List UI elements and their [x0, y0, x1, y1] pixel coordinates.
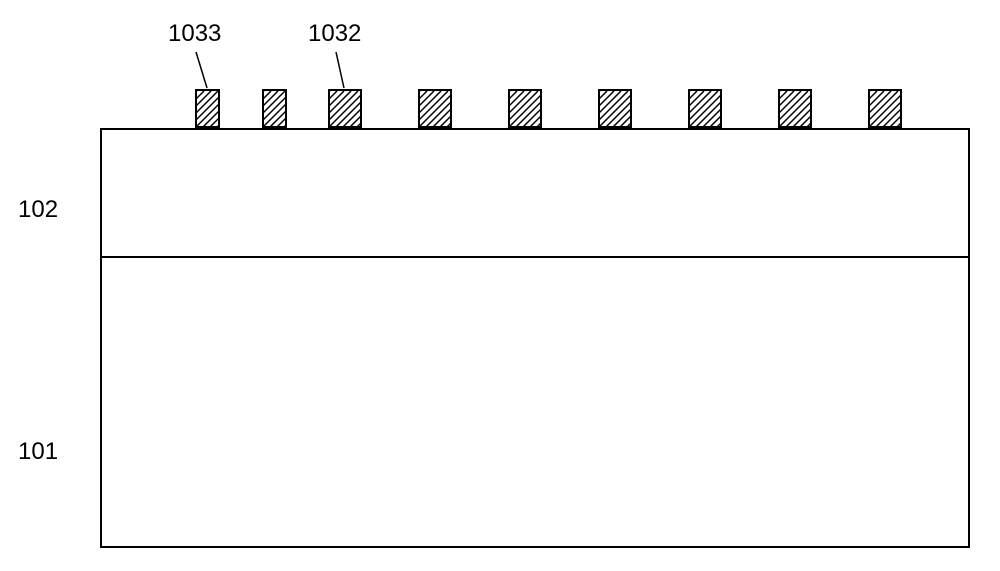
layer-box — [100, 128, 970, 548]
tooth-1 — [262, 89, 287, 128]
hatch-pattern — [600, 91, 630, 126]
tooth-4 — [508, 89, 542, 128]
hatch-pattern — [780, 91, 810, 126]
label-101: 101 — [18, 438, 58, 466]
tooth-3 — [418, 89, 452, 128]
tooth-0 — [195, 89, 220, 128]
label-102: 102 — [18, 196, 58, 224]
tooth-7 — [778, 89, 812, 128]
layer-divider — [100, 256, 970, 258]
tooth-8 — [868, 89, 902, 128]
hatch-pattern — [510, 91, 540, 126]
hatch-pattern — [420, 91, 450, 126]
diagram-container: 1033 1032 102 101 — [100, 20, 970, 550]
tooth-2 — [328, 89, 362, 128]
hatch-pattern — [330, 91, 360, 126]
hatch-pattern — [690, 91, 720, 126]
tooth-5 — [598, 89, 632, 128]
hatch-pattern — [264, 91, 285, 126]
hatch-pattern — [197, 91, 218, 126]
tooth-6 — [688, 89, 722, 128]
hatch-pattern — [870, 91, 900, 126]
